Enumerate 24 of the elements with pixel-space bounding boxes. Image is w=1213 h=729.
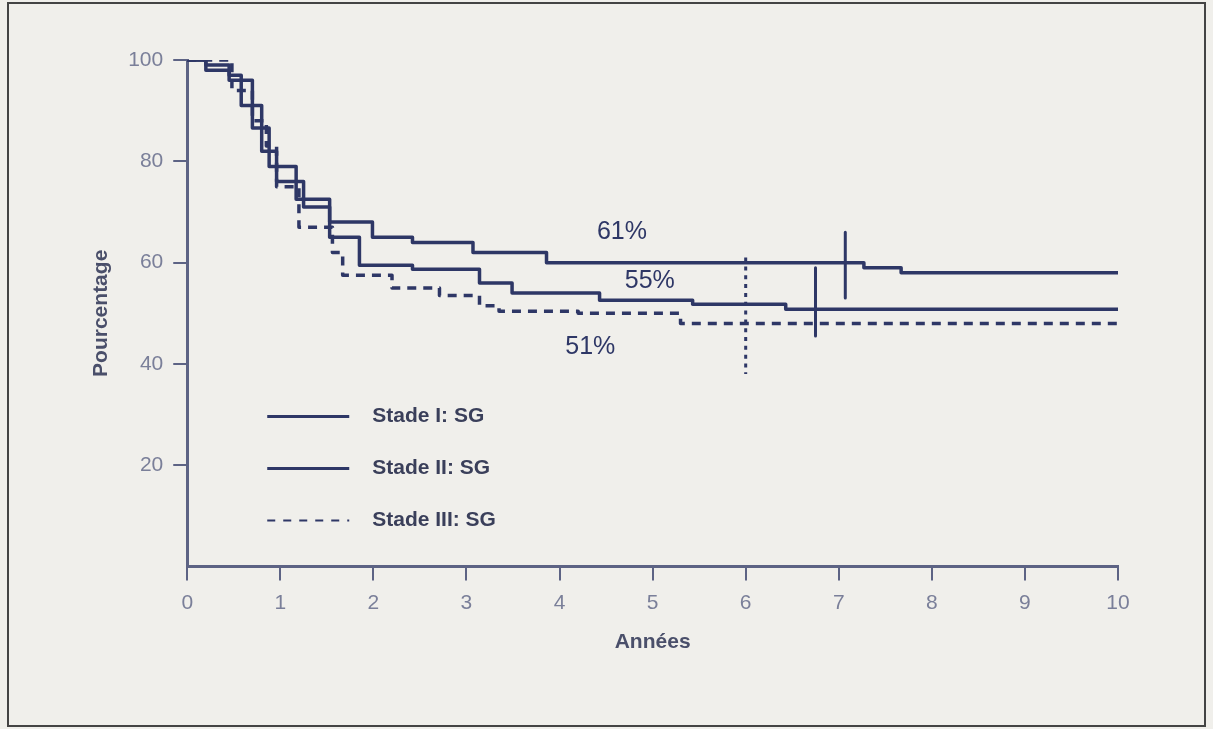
x-tick-label: 1 [274,590,287,613]
annotation: 51% [565,331,616,360]
legend-label: Stade I: SG [372,403,485,427]
annotation: 55% [624,265,675,294]
y-axis-title: Pourcentage [88,249,112,377]
legend-label: Stade II: SG [372,455,491,479]
x-tick-label: 4 [553,590,566,613]
x-tick-label: 2 [367,590,380,613]
x-axis-title: Années [614,629,691,653]
y-tick-label: 40 [139,350,164,374]
x-tick-label: 6 [739,590,752,613]
y-tick-label: 100 [128,46,164,70]
x-tick-label: 3 [460,590,473,613]
y-tick-label: 20 [139,452,164,476]
x-tick-label: 8 [926,590,938,613]
x-tick-label: 0 [181,590,194,613]
x-tick-label: 10 [1106,590,1130,613]
annotation: 61% [596,216,647,245]
x-tick-label: 7 [832,590,845,613]
y-tick-label: 60 [139,249,164,273]
x-tick-label: 9 [1019,590,1031,613]
y-tick-label: 80 [139,148,164,172]
x-tick-label: 5 [646,590,659,613]
legend-label: Stade III: SG [372,507,496,531]
